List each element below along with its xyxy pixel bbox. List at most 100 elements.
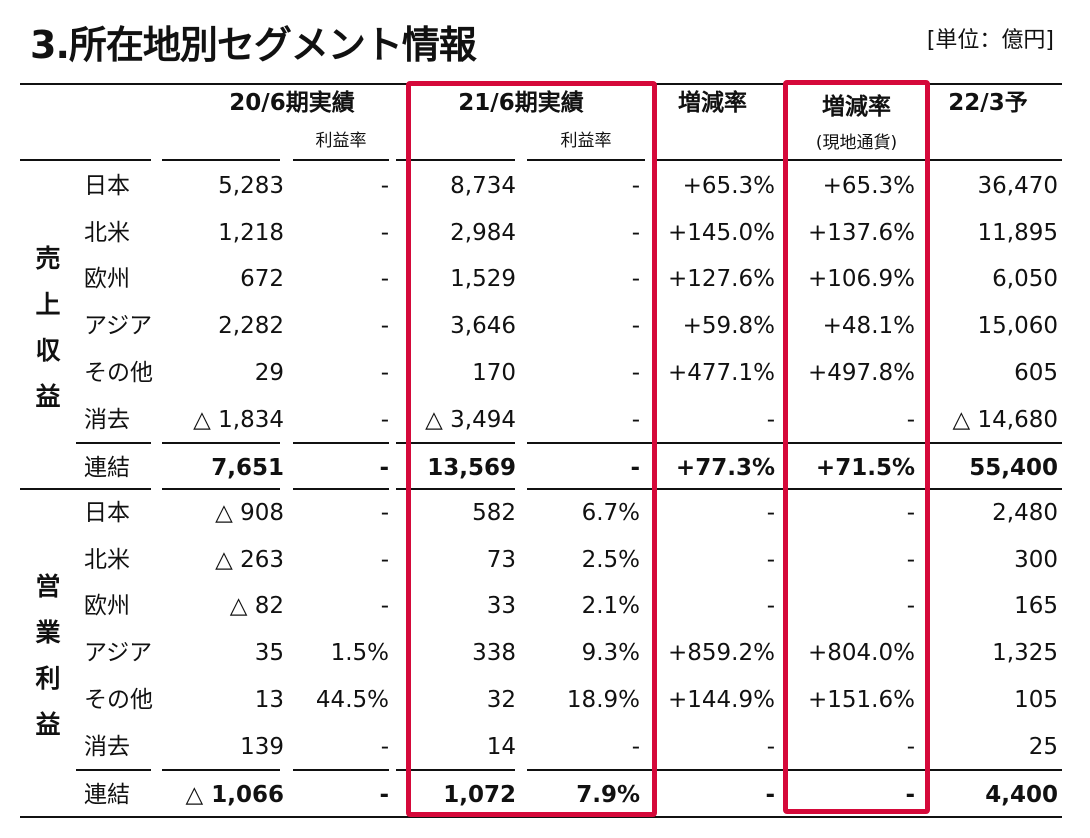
section-label-operating-profit: 営 業 利 益 <box>35 572 61 739</box>
cell-v2006: 29 <box>254 359 284 386</box>
cell-chg: - <box>766 733 775 760</box>
cell-chg: +77.3% <box>675 455 775 482</box>
cell-v2006: 13 <box>254 686 284 713</box>
cell-v2106: 3,646 <box>450 313 516 340</box>
cell-f2203: 55,400 <box>969 455 1058 482</box>
cell-f2203: 15,060 <box>977 313 1058 340</box>
cell-v2006: 5,283 <box>218 173 284 199</box>
cell-m2006: - <box>380 733 389 760</box>
cell-m2106: 2.5% <box>581 546 640 573</box>
cell-m2006: - <box>380 359 389 386</box>
cell-chg-local: +65.3% <box>822 173 915 199</box>
cell-chg-local: - <box>906 546 915 573</box>
cell-chg-local: - <box>906 406 915 433</box>
cell-f2203: 36,470 <box>977 173 1058 199</box>
cell-chg-local: +151.6% <box>808 686 915 713</box>
header-2006-actual: 20/6期実績 <box>229 90 355 116</box>
cell-v2106: 13,569 <box>427 455 516 482</box>
header-2203-forecast: 22/3予 <box>948 90 1028 116</box>
cell-chg: +144.9% <box>668 686 775 713</box>
cell-v2106: 170 <box>472 359 516 386</box>
cell-v2106: 8,734 <box>450 173 516 199</box>
header-2006-margin: 利益率 <box>315 131 367 151</box>
header-2106-margin: 利益率 <box>560 131 612 151</box>
cell-m2006: - <box>380 546 389 573</box>
cell-m2006: 1.5% <box>330 640 389 667</box>
cell-v2106: 33 <box>486 593 516 620</box>
cell-chg-local: +71.5% <box>815 455 915 482</box>
cell-f2203: 11,895 <box>977 219 1058 246</box>
cell-m2006: - <box>379 782 389 809</box>
cell-region: 北米 <box>84 546 130 573</box>
cell-region: 北米 <box>84 219 130 246</box>
cell-chg: - <box>766 406 775 433</box>
cell-chg-local: +137.6% <box>808 219 915 246</box>
cell-m2006: - <box>380 593 389 620</box>
cell-m2006: - <box>380 266 389 293</box>
cell-m2106: - <box>631 266 640 293</box>
cell-v2106: 338 <box>472 640 516 667</box>
cell-v2006: 2,282 <box>218 313 284 340</box>
cell-v2006: △ 263 <box>215 546 284 573</box>
cell-v2006: △ 1,066 <box>185 782 284 809</box>
cell-f2203: 1,325 <box>992 640 1058 667</box>
cell-m2106: - <box>630 455 640 482</box>
cell-v2106: 2,984 <box>450 219 516 246</box>
cell-v2106: △ 3,494 <box>425 406 516 433</box>
cell-v2106: 582 <box>472 500 516 526</box>
cell-region: 欧州 <box>84 593 130 620</box>
cell-f2203: 605 <box>1014 359 1058 386</box>
cell-chg: +65.3% <box>682 173 775 199</box>
cell-chg: +859.2% <box>668 640 775 667</box>
highlight-box-2106-actual <box>406 81 657 817</box>
cell-m2106: 7.9% <box>576 782 640 809</box>
cell-v2106: 73 <box>486 546 516 573</box>
cell-v2006: 672 <box>240 266 284 293</box>
cell-v2006: 139 <box>240 733 284 760</box>
cell-v2106: 32 <box>486 686 516 713</box>
header-2106-actual: 21/6期実績 <box>458 90 584 116</box>
cell-m2106: - <box>631 173 640 199</box>
cell-v2106: 1,072 <box>443 782 516 809</box>
cell-chg-local: +804.0% <box>808 640 915 667</box>
cell-chg-local: +48.1% <box>822 313 915 340</box>
cell-f2203: 4,400 <box>985 782 1058 809</box>
cell-chg-local: +497.8% <box>808 359 915 386</box>
cell-chg: +145.0% <box>668 219 775 246</box>
cell-chg: - <box>766 500 775 526</box>
cell-m2106: 18.9% <box>566 686 640 713</box>
cell-m2106: 2.1% <box>581 593 640 620</box>
cell-v2106: 14 <box>486 733 516 760</box>
cell-m2006: - <box>380 219 389 246</box>
cell-region: その他 <box>84 359 153 386</box>
cell-region: 日本 <box>84 173 130 199</box>
cell-v2006: △ 82 <box>229 593 284 620</box>
cell-chg-local: - <box>906 500 915 526</box>
unit-label: [単位：億円] <box>926 28 1054 53</box>
cell-m2006: - <box>380 173 389 199</box>
cell-m2106: 9.3% <box>581 640 640 667</box>
cell-region: 日本 <box>84 500 130 526</box>
cell-region: その他 <box>84 686 153 713</box>
cell-region: 消去 <box>84 406 130 433</box>
cell-chg: +127.6% <box>668 266 775 293</box>
cell-region: 欧州 <box>84 266 130 293</box>
cell-f2203: 6,050 <box>992 266 1058 293</box>
cell-v2106: 1,529 <box>450 266 516 293</box>
page-title: 3.所在地別セグメント情報 <box>30 23 477 67</box>
cell-m2106: - <box>631 313 640 340</box>
cell-region: アジア <box>84 313 153 340</box>
cell-chg-local: - <box>906 733 915 760</box>
cell-chg: - <box>766 546 775 573</box>
cell-v2006: 35 <box>254 640 284 667</box>
cell-f2203: 2,480 <box>992 500 1058 526</box>
cell-f2203: 25 <box>1028 733 1058 760</box>
cell-chg: +477.1% <box>668 359 775 386</box>
cell-m2106: - <box>631 359 640 386</box>
cell-region: 消去 <box>84 733 130 760</box>
cell-f2203: 300 <box>1014 546 1058 573</box>
cell-m2106: - <box>631 733 640 760</box>
cell-v2006: △ 1,834 <box>193 406 284 433</box>
cell-f2203: △ 14,680 <box>952 406 1058 433</box>
cell-m2006: - <box>380 313 389 340</box>
